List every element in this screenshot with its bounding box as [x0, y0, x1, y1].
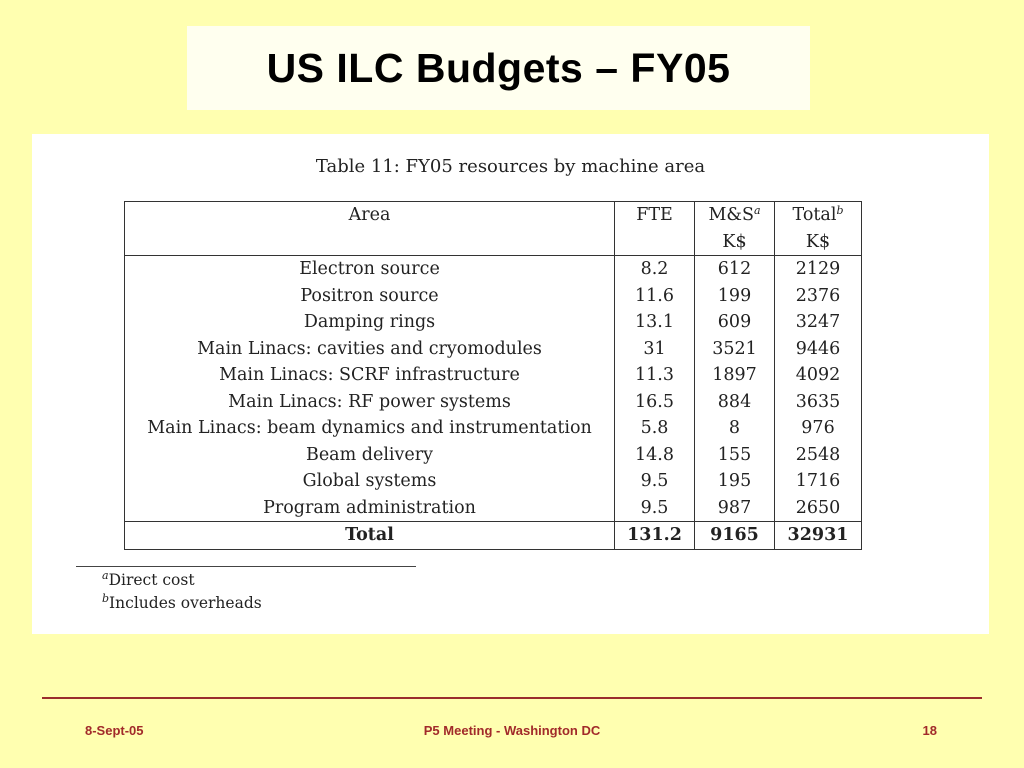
footnote-a-text: Direct cost	[108, 571, 195, 589]
cell-total: 2129	[795, 259, 841, 279]
cell-fte: 16.5	[614, 388, 695, 415]
cell-fte: 31	[614, 335, 695, 362]
cell-total: 3635	[795, 391, 841, 412]
cell-area: Program administration	[124, 494, 615, 522]
cell-area: Electron source	[124, 255, 615, 283]
table-row: Positron source 11.6 199 2376	[124, 282, 862, 309]
header-row: Area FTE M&Sa Totalb	[124, 201, 862, 229]
cell-fte: 5.8	[614, 415, 695, 442]
total-ms: 9165	[694, 521, 775, 549]
cell-total: 9446	[795, 338, 841, 359]
slide-title: US ILC Budgets – FY05	[266, 44, 731, 91]
cell-ms: 199	[694, 282, 775, 309]
cell-area: Main Linacs: cavities and cryomodules	[124, 335, 615, 362]
cell-area: Beam delivery	[124, 441, 615, 468]
cell-total: 2376	[795, 285, 841, 306]
cell-ms: 8	[694, 415, 775, 442]
table-row: Main Linacs: RF power systems 16.5 884 3…	[124, 388, 862, 415]
budget-table: Area FTE M&Sa Totalb K$ K$ Electron sour…	[124, 201, 862, 550]
table-row: Main Linacs: cavities and cryomodules 31…	[124, 335, 862, 362]
cell-area: Damping rings	[124, 309, 615, 336]
table-wrap: Area FTE M&Sa Totalb K$ K$ Electron sour…	[124, 201, 862, 550]
header-total-label: Total	[792, 205, 837, 225]
title-box: US ILC Budgets – FY05	[187, 26, 810, 110]
cell-fte: 9.5	[614, 468, 695, 495]
cell-total: 1716	[795, 471, 841, 491]
table-row: Beam delivery 14.8 155 2548	[124, 441, 862, 468]
cell-ms: 987	[694, 494, 775, 522]
cell-fte: 11.3	[614, 362, 695, 389]
header-units-row: K$ K$	[124, 228, 862, 256]
header-area: Area	[124, 201, 615, 229]
cell-ms: 155	[694, 441, 775, 468]
table-row: Global systems 9.5 195 1716	[124, 468, 862, 495]
cell-fte: 8.2	[614, 255, 695, 283]
cell-total: 2650	[795, 497, 841, 518]
footer-page-number: 18	[922, 723, 937, 738]
cell-ms: 612	[694, 255, 775, 283]
footnote-a: aDirect cost	[102, 569, 195, 589]
footer-divider	[42, 697, 982, 699]
table-row: Program administration 9.5 987 2650	[124, 494, 862, 522]
cell-ms: 609	[694, 309, 775, 336]
cell-area: Main Linacs: RF power systems	[124, 388, 615, 415]
table-row: Main Linacs: beam dynamics and instrumen…	[124, 415, 862, 442]
cell-total: 3247	[795, 312, 841, 332]
table-row: Electron source 8.2 612 2129	[124, 255, 862, 283]
cell-area: Global systems	[124, 468, 615, 495]
header-fte-unit	[614, 228, 695, 256]
footnote-rule	[76, 566, 416, 567]
cell-fte: 11.6	[614, 282, 695, 309]
cell-fte: 9.5	[614, 494, 695, 522]
cell-area: Positron source	[124, 282, 615, 309]
header-ms-unit: K$	[694, 228, 775, 256]
header-fte: FTE	[614, 201, 695, 229]
table-row: Main Linacs: SCRF infrastructure 11.3 18…	[124, 362, 862, 389]
header-ms-label: M&S	[708, 205, 754, 225]
cell-total: 976	[801, 418, 835, 438]
footnote-b-text: Includes overheads	[109, 594, 262, 612]
table-image-panel: Table 11: FY05 resources by machine area…	[32, 134, 989, 634]
cell-total: 2548	[795, 444, 841, 465]
cell-total: 4092	[795, 365, 841, 385]
cell-fte: 14.8	[614, 441, 695, 468]
header-ms-footnote-mark: a	[753, 204, 761, 217]
cell-area: Main Linacs: SCRF infrastructure	[124, 362, 615, 389]
header-ms: M&Sa	[694, 201, 775, 229]
header-area-unit	[124, 228, 615, 256]
header-total-footnote-mark: b	[836, 204, 844, 217]
cell-area: Main Linacs: beam dynamics and instrumen…	[124, 415, 615, 442]
header-total-unit: K$	[774, 228, 862, 256]
cell-ms: 3521	[694, 335, 775, 362]
cell-ms: 1897	[694, 362, 775, 389]
cell-fte: 13.1	[614, 309, 695, 336]
total-fte: 131.2	[614, 521, 695, 549]
total-row: Total 131.2 9165 32931	[124, 521, 862, 549]
cell-ms: 884	[694, 388, 775, 415]
header-total: Totalb	[775, 202, 862, 229]
footer-date: 8-Sept-05	[85, 723, 144, 738]
footer-meeting: P5 Meeting - Washington DC	[423, 723, 601, 738]
table-caption: Table 11: FY05 resources by machine area	[315, 156, 706, 177]
cell-ms: 195	[694, 468, 775, 495]
footnote-a-mark: a	[102, 569, 109, 582]
footnote-b: bIncludes overheads	[102, 592, 262, 612]
total-label: Total	[124, 521, 615, 549]
footnote-b-mark: b	[102, 592, 110, 605]
table-row: Damping rings 13.1 609 3247	[124, 309, 862, 336]
total-total: 32931	[774, 521, 862, 549]
